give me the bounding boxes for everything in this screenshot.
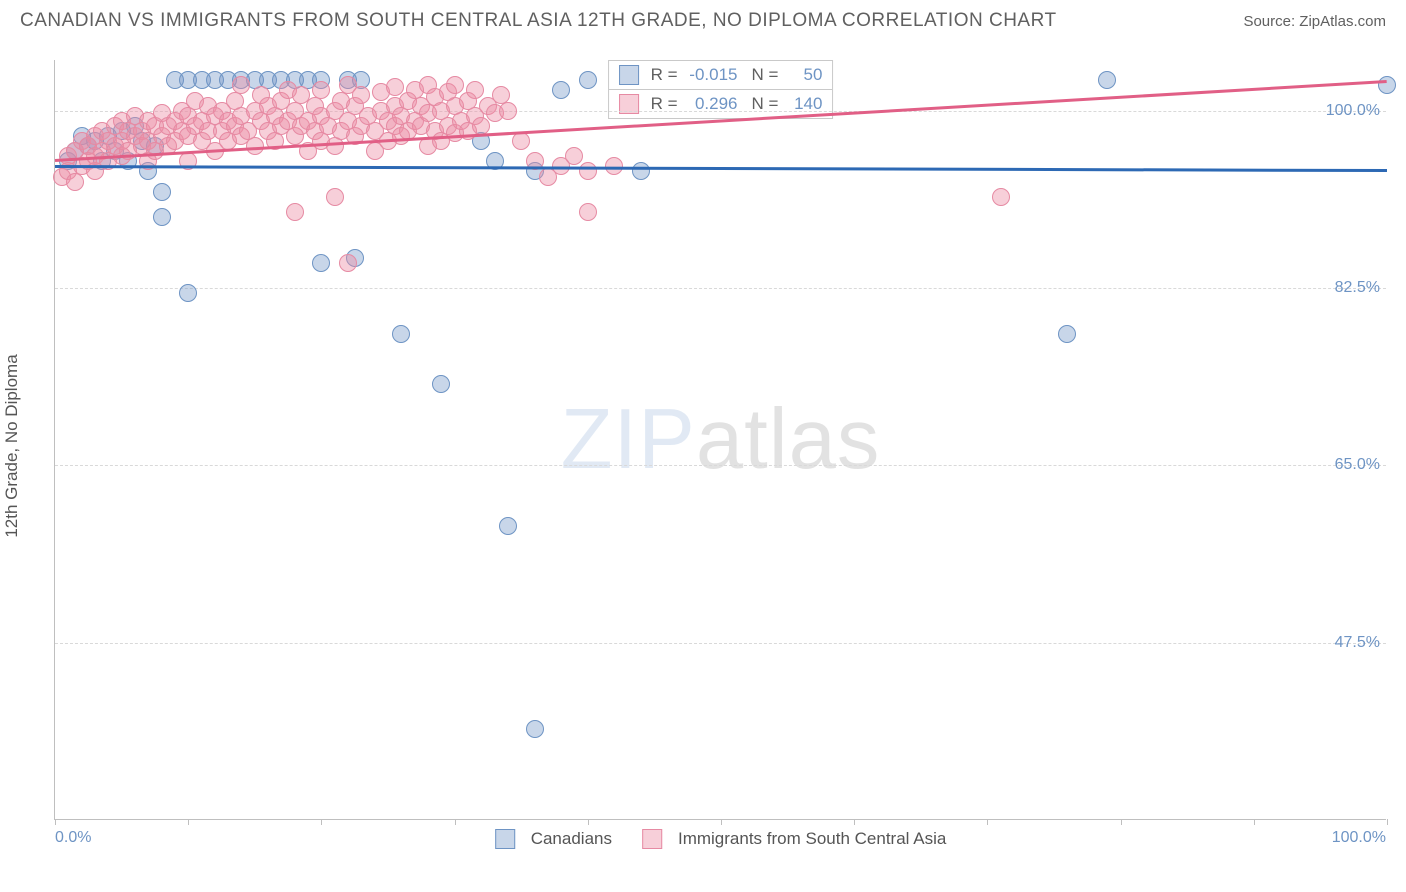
ytick-label: 65.0% <box>1335 456 1380 474</box>
r-value-canadians: -0.015 <box>682 65 738 85</box>
xtick <box>588 819 589 825</box>
xtick-label-max: 100.0% <box>1332 829 1386 847</box>
scatter-point <box>326 188 344 206</box>
xtick <box>188 819 189 825</box>
scatter-point <box>579 71 597 89</box>
xtick <box>1387 819 1388 825</box>
scatter-point <box>286 203 304 221</box>
bottom-legend: Canadians Immigrants from South Central … <box>495 829 947 849</box>
scatter-point <box>632 162 650 180</box>
xtick <box>1254 819 1255 825</box>
scatter-point <box>499 517 517 535</box>
scatter-point <box>392 325 410 343</box>
swatch-canadians <box>619 65 639 85</box>
scatter-point <box>565 147 583 165</box>
xtick <box>321 819 322 825</box>
stats-row-immigrants: R = 0.296 N = 140 <box>609 89 833 118</box>
xtick <box>1121 819 1122 825</box>
scatter-point <box>466 81 484 99</box>
gridline <box>55 288 1386 289</box>
watermark: ZIPatlas <box>561 391 881 489</box>
scatter-point <box>992 188 1010 206</box>
scatter-point <box>232 76 250 94</box>
scatter-point <box>512 132 530 150</box>
scatter-point <box>499 102 517 120</box>
trend-line <box>55 165 1387 172</box>
n-value-canadians: 50 <box>782 65 822 85</box>
scatter-point <box>579 162 597 180</box>
scatter-point <box>179 284 197 302</box>
scatter-point <box>352 86 370 104</box>
xtick <box>987 819 988 825</box>
legend-item-immigrants: Immigrants from South Central Asia <box>642 829 946 849</box>
gridline <box>55 643 1386 644</box>
scatter-plot: ZIPatlas R = -0.015 N = 50 R = 0.296 N =… <box>54 60 1386 820</box>
chart-title: CANADIAN VS IMMIGRANTS FROM SOUTH CENTRA… <box>20 10 1057 32</box>
source-label: Source: ZipAtlas.com <box>1243 13 1386 30</box>
scatter-point <box>526 720 544 738</box>
ytick-label: 47.5% <box>1335 634 1380 652</box>
legend-label-immigrants: Immigrants from South Central Asia <box>678 829 946 849</box>
legend-swatch-immigrants <box>642 829 662 849</box>
legend-item-canadians: Canadians <box>495 829 612 849</box>
scatter-point <box>552 81 570 99</box>
xtick <box>55 819 56 825</box>
r-label: R = <box>651 65 678 85</box>
scatter-point <box>1098 71 1116 89</box>
scatter-point <box>1058 325 1076 343</box>
scatter-point <box>579 203 597 221</box>
ytick-label: 82.5% <box>1335 279 1380 297</box>
stats-row-canadians: R = -0.015 N = 50 <box>609 61 833 89</box>
scatter-point <box>312 254 330 272</box>
legend-label-canadians: Canadians <box>531 829 612 849</box>
n-label: N = <box>752 65 779 85</box>
watermark-part1: ZIP <box>561 392 696 487</box>
scatter-point <box>153 208 171 226</box>
ytick-label: 100.0% <box>1326 102 1380 120</box>
scatter-point <box>472 117 490 135</box>
xtick <box>455 819 456 825</box>
scatter-point <box>1378 76 1396 94</box>
xtick-label-min: 0.0% <box>55 829 91 847</box>
xtick <box>854 819 855 825</box>
scatter-point <box>446 76 464 94</box>
scatter-point <box>312 81 330 99</box>
legend-swatch-canadians <box>495 829 515 849</box>
xtick <box>721 819 722 825</box>
y-axis-title: 12th Grade, No Diploma <box>2 354 22 537</box>
scatter-point <box>339 254 357 272</box>
scatter-point <box>432 375 450 393</box>
gridline <box>55 465 1386 466</box>
scatter-point <box>153 183 171 201</box>
watermark-part2: atlas <box>696 392 881 487</box>
